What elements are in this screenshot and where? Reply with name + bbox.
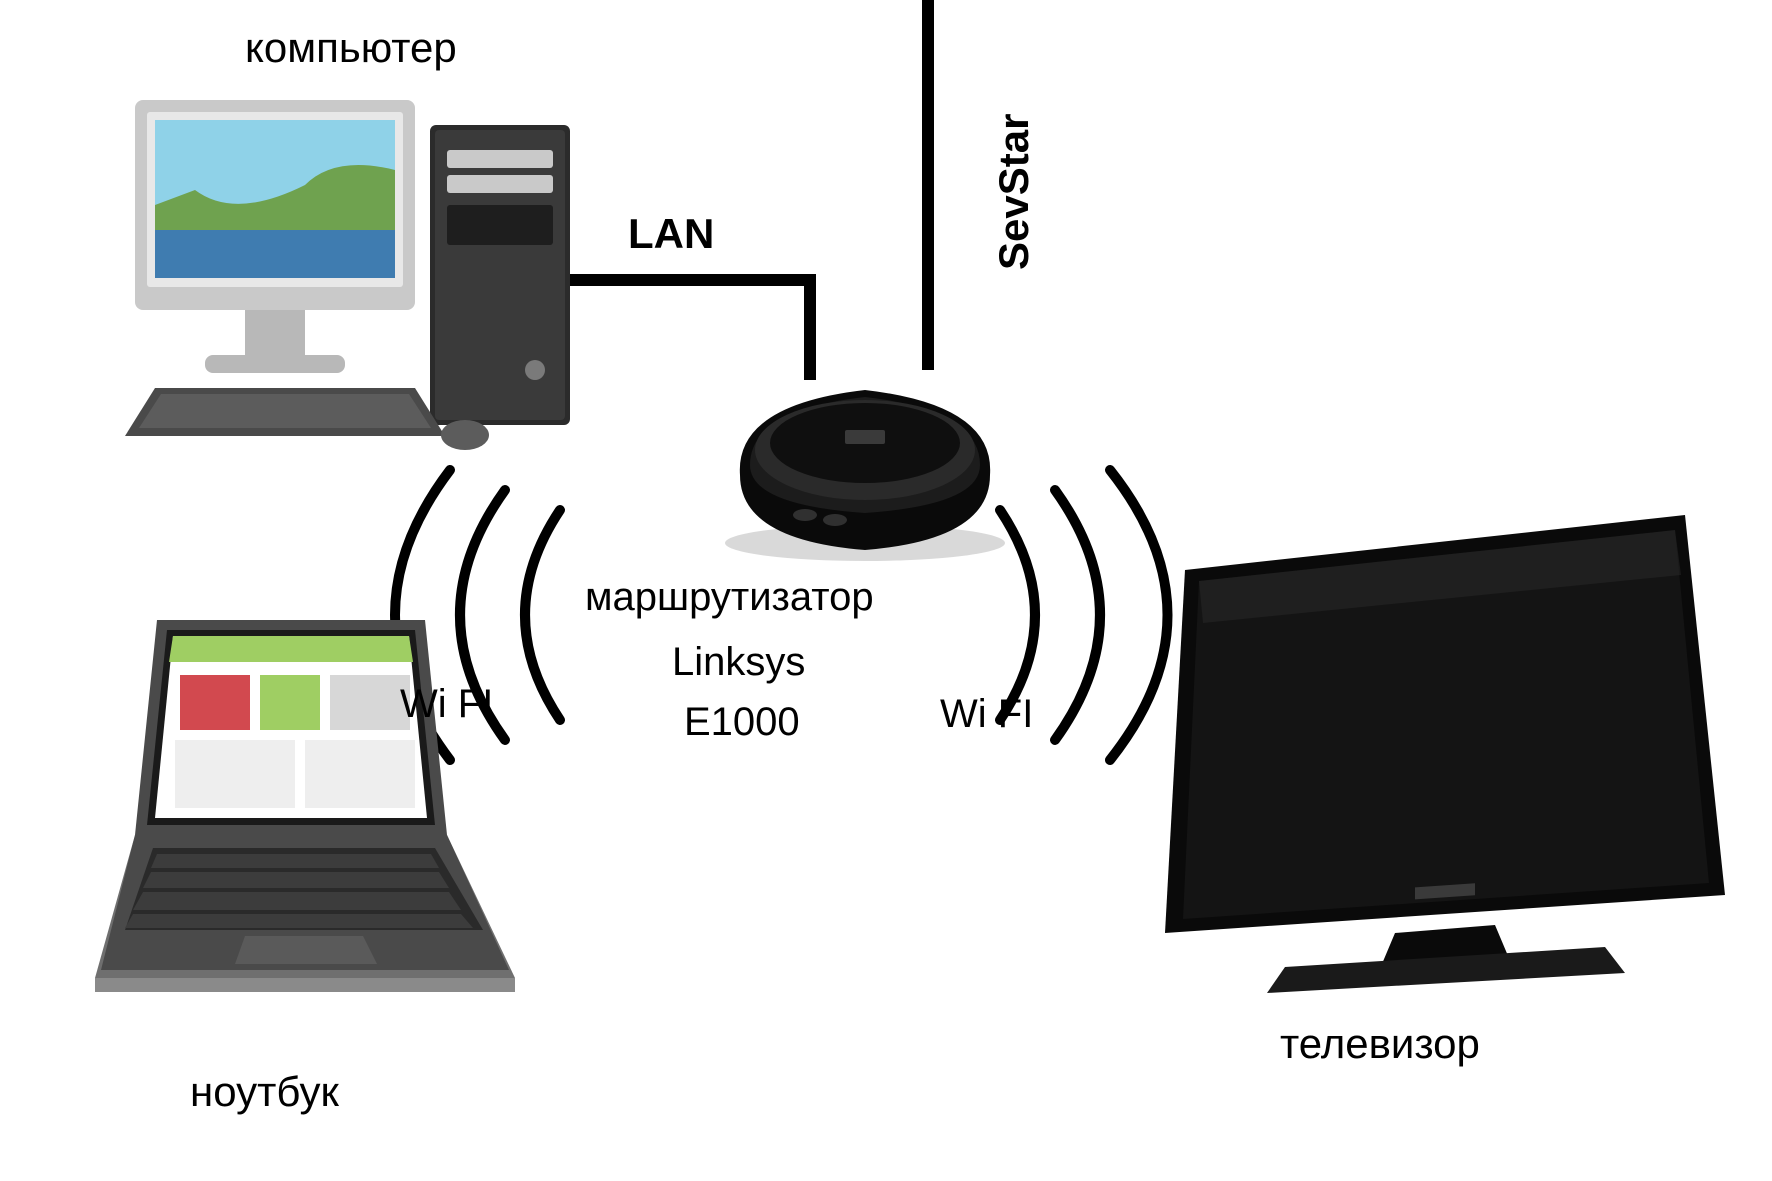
sevstar-label: SevStar bbox=[990, 114, 1038, 270]
wifi-left-label: Wi FI bbox=[400, 682, 493, 727]
router-label-1: маршрутизатор bbox=[585, 575, 874, 620]
router-label-2: Linksys bbox=[672, 640, 805, 685]
tv-icon bbox=[0, 0, 1772, 1181]
tv-label: телевизор bbox=[1280, 1020, 1480, 1068]
wifi-right-label: Wi FI bbox=[940, 692, 1033, 737]
router-label-3: E1000 bbox=[684, 700, 800, 745]
laptop-label: ноутбук bbox=[190, 1068, 339, 1116]
diagram-canvas: компьютер ноутбук телевизор маршрутизато… bbox=[0, 0, 1772, 1181]
lan-label: LAN bbox=[628, 210, 714, 258]
computer-label: компьютер bbox=[245, 24, 457, 72]
